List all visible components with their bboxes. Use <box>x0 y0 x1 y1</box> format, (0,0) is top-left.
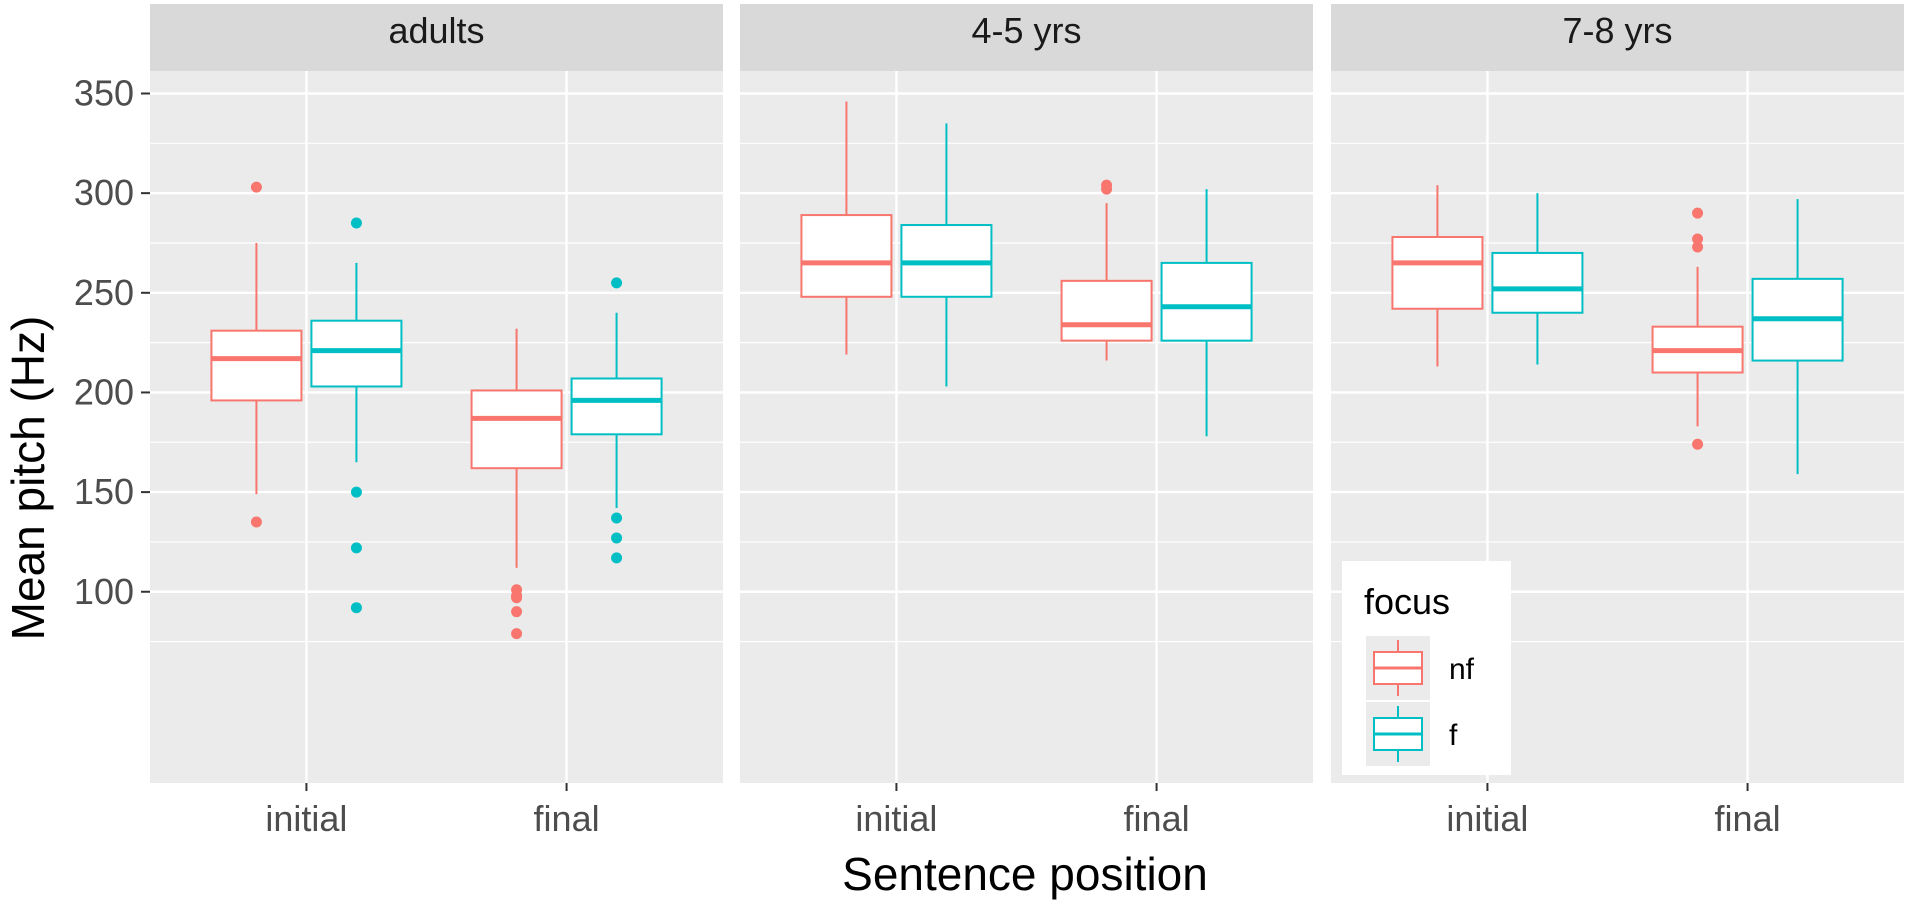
outlier-point <box>611 512 623 524</box>
outlier-point <box>250 181 262 193</box>
box-body <box>1491 251 1584 314</box>
box-body <box>210 329 303 402</box>
facet-strip-label: adults <box>388 10 484 51</box>
outlier-point <box>350 217 362 229</box>
outlier-point <box>1692 207 1704 219</box>
y-axis: 100 150 200 250 300 350 <box>74 73 150 612</box>
box-7-8-yrs-final-nf <box>1651 207 1744 450</box>
outlier-point <box>511 592 523 604</box>
box-body <box>570 377 663 436</box>
legend-label-f: f <box>1449 719 1458 752</box>
legend-label-nf: nf <box>1449 653 1475 686</box>
outlier-point <box>611 552 623 564</box>
outlier-point <box>511 628 523 640</box>
box-adults-initial-f <box>310 217 403 614</box>
facet-strip <box>1331 4 1904 71</box>
box-body <box>1060 279 1153 342</box>
outlier-point <box>1692 241 1704 253</box>
box-7-8-yrs-initial-nf <box>1391 185 1484 367</box>
outlier-point <box>1692 438 1704 450</box>
legend: focus nf f <box>1342 561 1511 775</box>
box-body <box>800 214 893 298</box>
facet-strip-label: 7-8 yrs <box>1562 10 1672 51</box>
x-tick-label: final <box>534 798 600 839</box>
box-body <box>470 389 563 470</box>
box-body <box>1391 235 1484 310</box>
box-4-5-yrs-initial-nf <box>800 101 893 355</box>
y-tick-label: 150 <box>74 471 134 512</box>
x-tick-label: initial <box>265 798 347 839</box>
outlier-point <box>350 486 362 498</box>
box-adults-initial-nf <box>210 181 303 528</box>
box-7-8-yrs-initial-f <box>1491 193 1584 365</box>
box-7-8-yrs-final-f <box>1751 199 1844 475</box>
box-body <box>310 319 403 388</box>
box-4-5-yrs-final-f <box>1160 189 1253 437</box>
plot-panel-background <box>740 71 1313 783</box>
facet-strip <box>150 4 723 71</box>
outlier-point <box>350 602 362 614</box>
outlier-point <box>1692 233 1704 245</box>
y-tick-label: 300 <box>74 172 134 213</box>
facet-panel-4-5-yrs: 4-5 yrs initial final <box>740 4 1313 839</box>
legend-key-f <box>1366 702 1430 766</box>
facet-strip-label: 4-5 yrs <box>971 10 1081 51</box>
outlier-point <box>611 532 623 544</box>
x-axis-title: Sentence position <box>842 848 1208 900</box>
legend-key-nf <box>1366 636 1430 700</box>
box-4-5-yrs-initial-f <box>900 123 993 387</box>
facet-strip <box>740 4 1313 71</box>
y-tick-label: 100 <box>74 571 134 612</box>
y-tick-label: 350 <box>74 73 134 114</box>
outlier-point <box>1101 183 1113 195</box>
outlier-point <box>250 516 262 528</box>
box-body <box>1160 261 1253 342</box>
y-axis-title: Mean pitch (Hz) <box>2 316 54 641</box>
box-4-5-yrs-final-nf <box>1060 179 1153 361</box>
box-adults-final-f <box>570 277 663 564</box>
box-adults-final-nf <box>470 328 563 640</box>
y-tick-label: 200 <box>74 371 134 412</box>
facet-panels: adults initial final 4-5 yrs initial final 7-8… <box>150 4 1904 839</box>
x-tick-label: initial <box>855 798 937 839</box>
y-tick-label: 250 <box>74 272 134 313</box>
x-tick-label: final <box>1124 798 1190 839</box>
x-tick-label: initial <box>1446 798 1528 839</box>
outlier-point <box>511 606 523 618</box>
legend-title: focus <box>1364 581 1450 622</box>
outlier-point <box>350 542 362 554</box>
x-tick-label: final <box>1715 798 1781 839</box>
outlier-point <box>611 277 623 289</box>
